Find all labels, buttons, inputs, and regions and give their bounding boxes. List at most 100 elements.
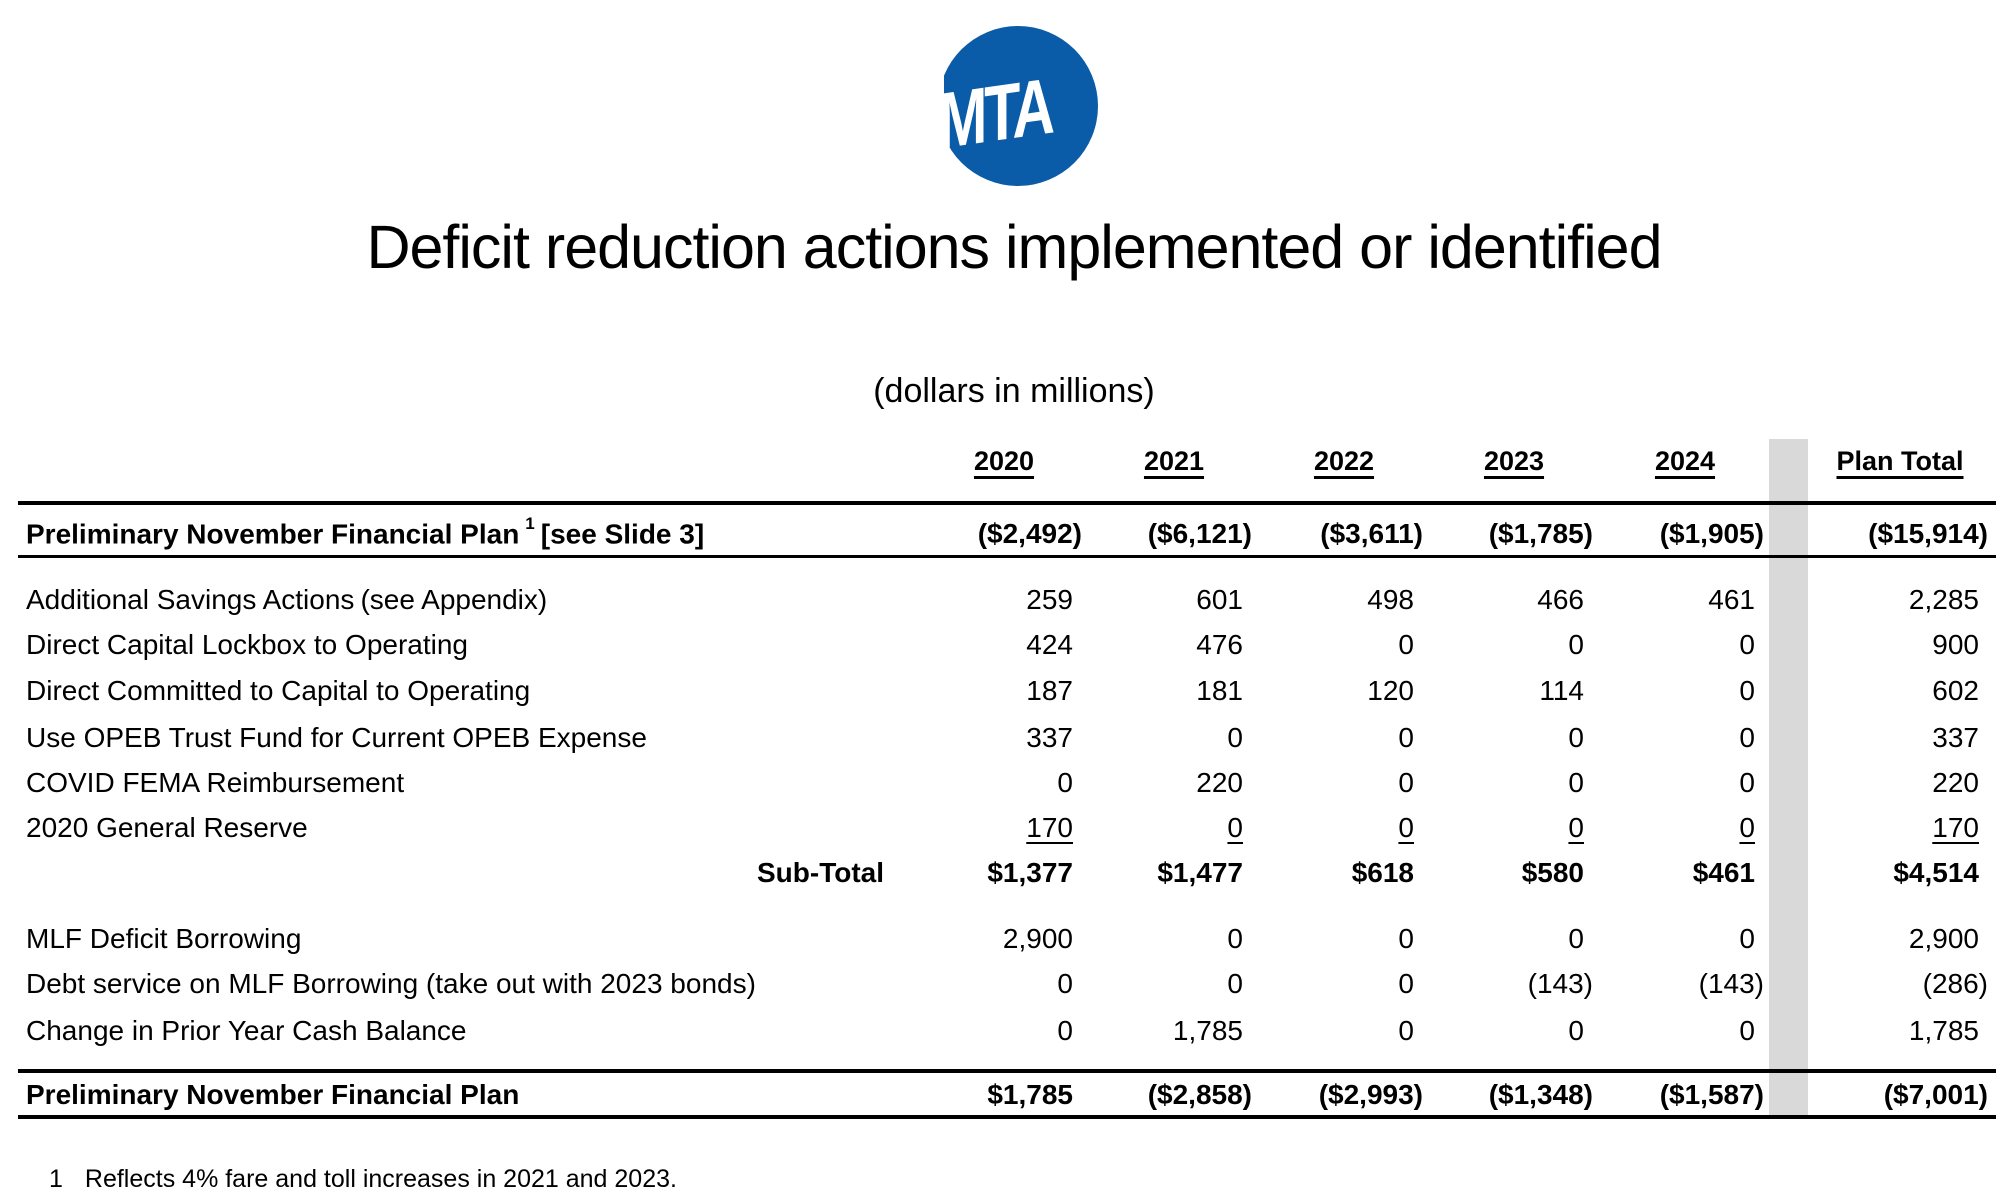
column-header-2022: 2022: [1313, 446, 1375, 476]
cell-value: 170: [1026, 812, 1073, 843]
cell-2023: 0: [1568, 1015, 1584, 1047]
cell-2020: 0: [1057, 1015, 1073, 1047]
cell-value: 170: [1932, 812, 1979, 843]
cell-2021: 0: [1227, 923, 1243, 955]
cell-2024: 0: [1739, 675, 1755, 707]
cell-value: 461: [1708, 584, 1755, 615]
cell-value: ($1,785): [1488, 518, 1593, 549]
table-row: 2020 General Reserve 170 0 0 0 0 170: [0, 812, 2014, 852]
footnote-number: 1: [49, 1165, 63, 1193]
plan-total-row: Preliminary November Financial Plan $1,78…: [0, 1079, 2014, 1119]
cell-2021: 181: [1196, 675, 1243, 707]
cell-2020: 187: [1026, 675, 1073, 707]
cell-2024: 0: [1739, 629, 1755, 661]
row-label-text: 2020 General Reserve: [26, 812, 308, 843]
cell-value: 2,900: [1908, 923, 1979, 954]
cell-value: ($1,348): [1488, 1079, 1593, 1110]
cell-plan-total: ($15,914): [1868, 518, 1988, 550]
cell-plan-total: 2,285: [1909, 584, 1979, 616]
cell-value: 114: [1539, 675, 1584, 706]
cell-plan-total: 602: [1932, 675, 1979, 707]
header-row-rule: [18, 555, 1996, 558]
cell-2024: 0: [1739, 923, 1755, 955]
row-label: Use OPEB Trust Fund for Current OPEB Exp…: [26, 722, 647, 754]
cell-plan-total: ($7,001): [1884, 1079, 1988, 1111]
cell-value: (143): [1698, 968, 1764, 999]
row-label-text: Direct Capital Lockbox to Operating: [26, 629, 468, 660]
cell-value: $1,477: [1157, 857, 1243, 888]
row-label-text: Debt service on MLF Borrowing (take out …: [26, 968, 756, 999]
cell-2022: 498: [1367, 584, 1414, 616]
cell-value: 0: [1398, 722, 1414, 753]
row-label: Debt service on MLF Borrowing (take out …: [26, 968, 756, 1000]
cell-2023: (143): [1528, 968, 1593, 1000]
cell-2023: 0: [1568, 923, 1584, 955]
svg-text:MTA: MTA: [938, 61, 1054, 165]
cell-value: 187: [1026, 675, 1073, 706]
table-top-rule: [18, 501, 1996, 505]
cell-value: 120: [1367, 675, 1414, 706]
cell-value: 0: [1739, 1015, 1755, 1046]
cell-value: 0: [1739, 675, 1755, 706]
cell-2021: 0: [1227, 722, 1243, 754]
cell-value: $580: [1521, 857, 1584, 888]
cell-2024: (143): [1699, 968, 1764, 1000]
cell-value: 602: [1932, 675, 1979, 706]
cell-value: 0: [1568, 722, 1584, 753]
cell-2023: 0: [1568, 629, 1584, 661]
cell-2021: ($6,121): [1148, 518, 1252, 550]
cell-2023: ($1,348): [1489, 1079, 1593, 1111]
cell-value: 0: [1568, 629, 1584, 660]
cell-2023: 0: [1568, 767, 1584, 799]
cell-2021: 476: [1196, 629, 1243, 661]
cell-value: $4,514: [1893, 857, 1979, 888]
cell-2022: $618: [1352, 857, 1414, 889]
cell-plan-total: 900: [1932, 629, 1979, 661]
cell-2020: 337: [1026, 722, 1073, 754]
cell-value: 0: [1398, 629, 1414, 660]
cell-2024: ($1,587): [1660, 1079, 1764, 1111]
footnote-marker: 1: [525, 514, 535, 533]
cell-2022: ($3,611): [1320, 518, 1423, 550]
cell-value: 0: [1739, 923, 1755, 954]
cell-2023: 466: [1537, 584, 1584, 616]
cell-2021: 601: [1196, 584, 1243, 616]
table-row: COVID FEMA Reimbursement 0 220 0 0 0 220: [0, 767, 2014, 807]
cell-value: 2,285: [1908, 584, 1979, 615]
cell-2022: 0: [1398, 1015, 1414, 1047]
row-label-text: Additional Savings Actions: [26, 584, 355, 615]
cell-value: 0: [1057, 1015, 1073, 1046]
units-subtitle: (dollars in millions): [873, 372, 1155, 410]
cell-value: 466: [1537, 584, 1584, 615]
cell-plan-total: 1,785: [1909, 1015, 1979, 1047]
cell-value: 498: [1367, 584, 1414, 615]
table-row: Change in Prior Year Cash Balance 0 1,785 0…: [0, 1015, 2014, 1055]
row-label: COVID FEMA Reimbursement: [26, 767, 404, 799]
row-label: Preliminary November Financial Plan 1 [see…: [26, 514, 704, 550]
cell-2020: ($2,492): [978, 518, 1082, 550]
cell-2023: ($1,785): [1489, 518, 1593, 550]
row-label-text: Preliminary November Financial Plan: [26, 1079, 520, 1110]
cell-2024: 0: [1739, 812, 1755, 844]
cell-value: 181: [1196, 675, 1243, 706]
cell-value: 2,900: [1002, 923, 1073, 954]
table-row: Direct Capital Lockbox to Operating 424 47…: [0, 629, 2014, 669]
cell-value: 0: [1398, 923, 1414, 954]
cell-2024: 0: [1739, 722, 1755, 754]
cell-2023: 0: [1568, 812, 1584, 844]
column-header-2021: 2021: [1143, 446, 1205, 476]
footnote-text: Reflects 4% fare and toll increases in 2…: [84, 1165, 677, 1193]
total-top-rule: [18, 1069, 1996, 1073]
row-label: Preliminary November Financial Plan: [26, 1079, 519, 1111]
cell-2020: 424: [1026, 629, 1073, 661]
cell-value: 0: [1227, 722, 1243, 753]
row-label-text: COVID FEMA Reimbursement: [26, 767, 405, 798]
cell-2021: $1,477: [1157, 857, 1243, 889]
cell-2022: 0: [1398, 767, 1414, 799]
cell-2023: $580: [1522, 857, 1584, 889]
cell-2021: 0: [1227, 968, 1243, 1000]
cell-value: 601: [1196, 584, 1243, 615]
cell-value: 0: [1568, 923, 1584, 954]
cell-value: 0: [1057, 968, 1073, 999]
cell-value: ($6,121): [1147, 518, 1252, 549]
